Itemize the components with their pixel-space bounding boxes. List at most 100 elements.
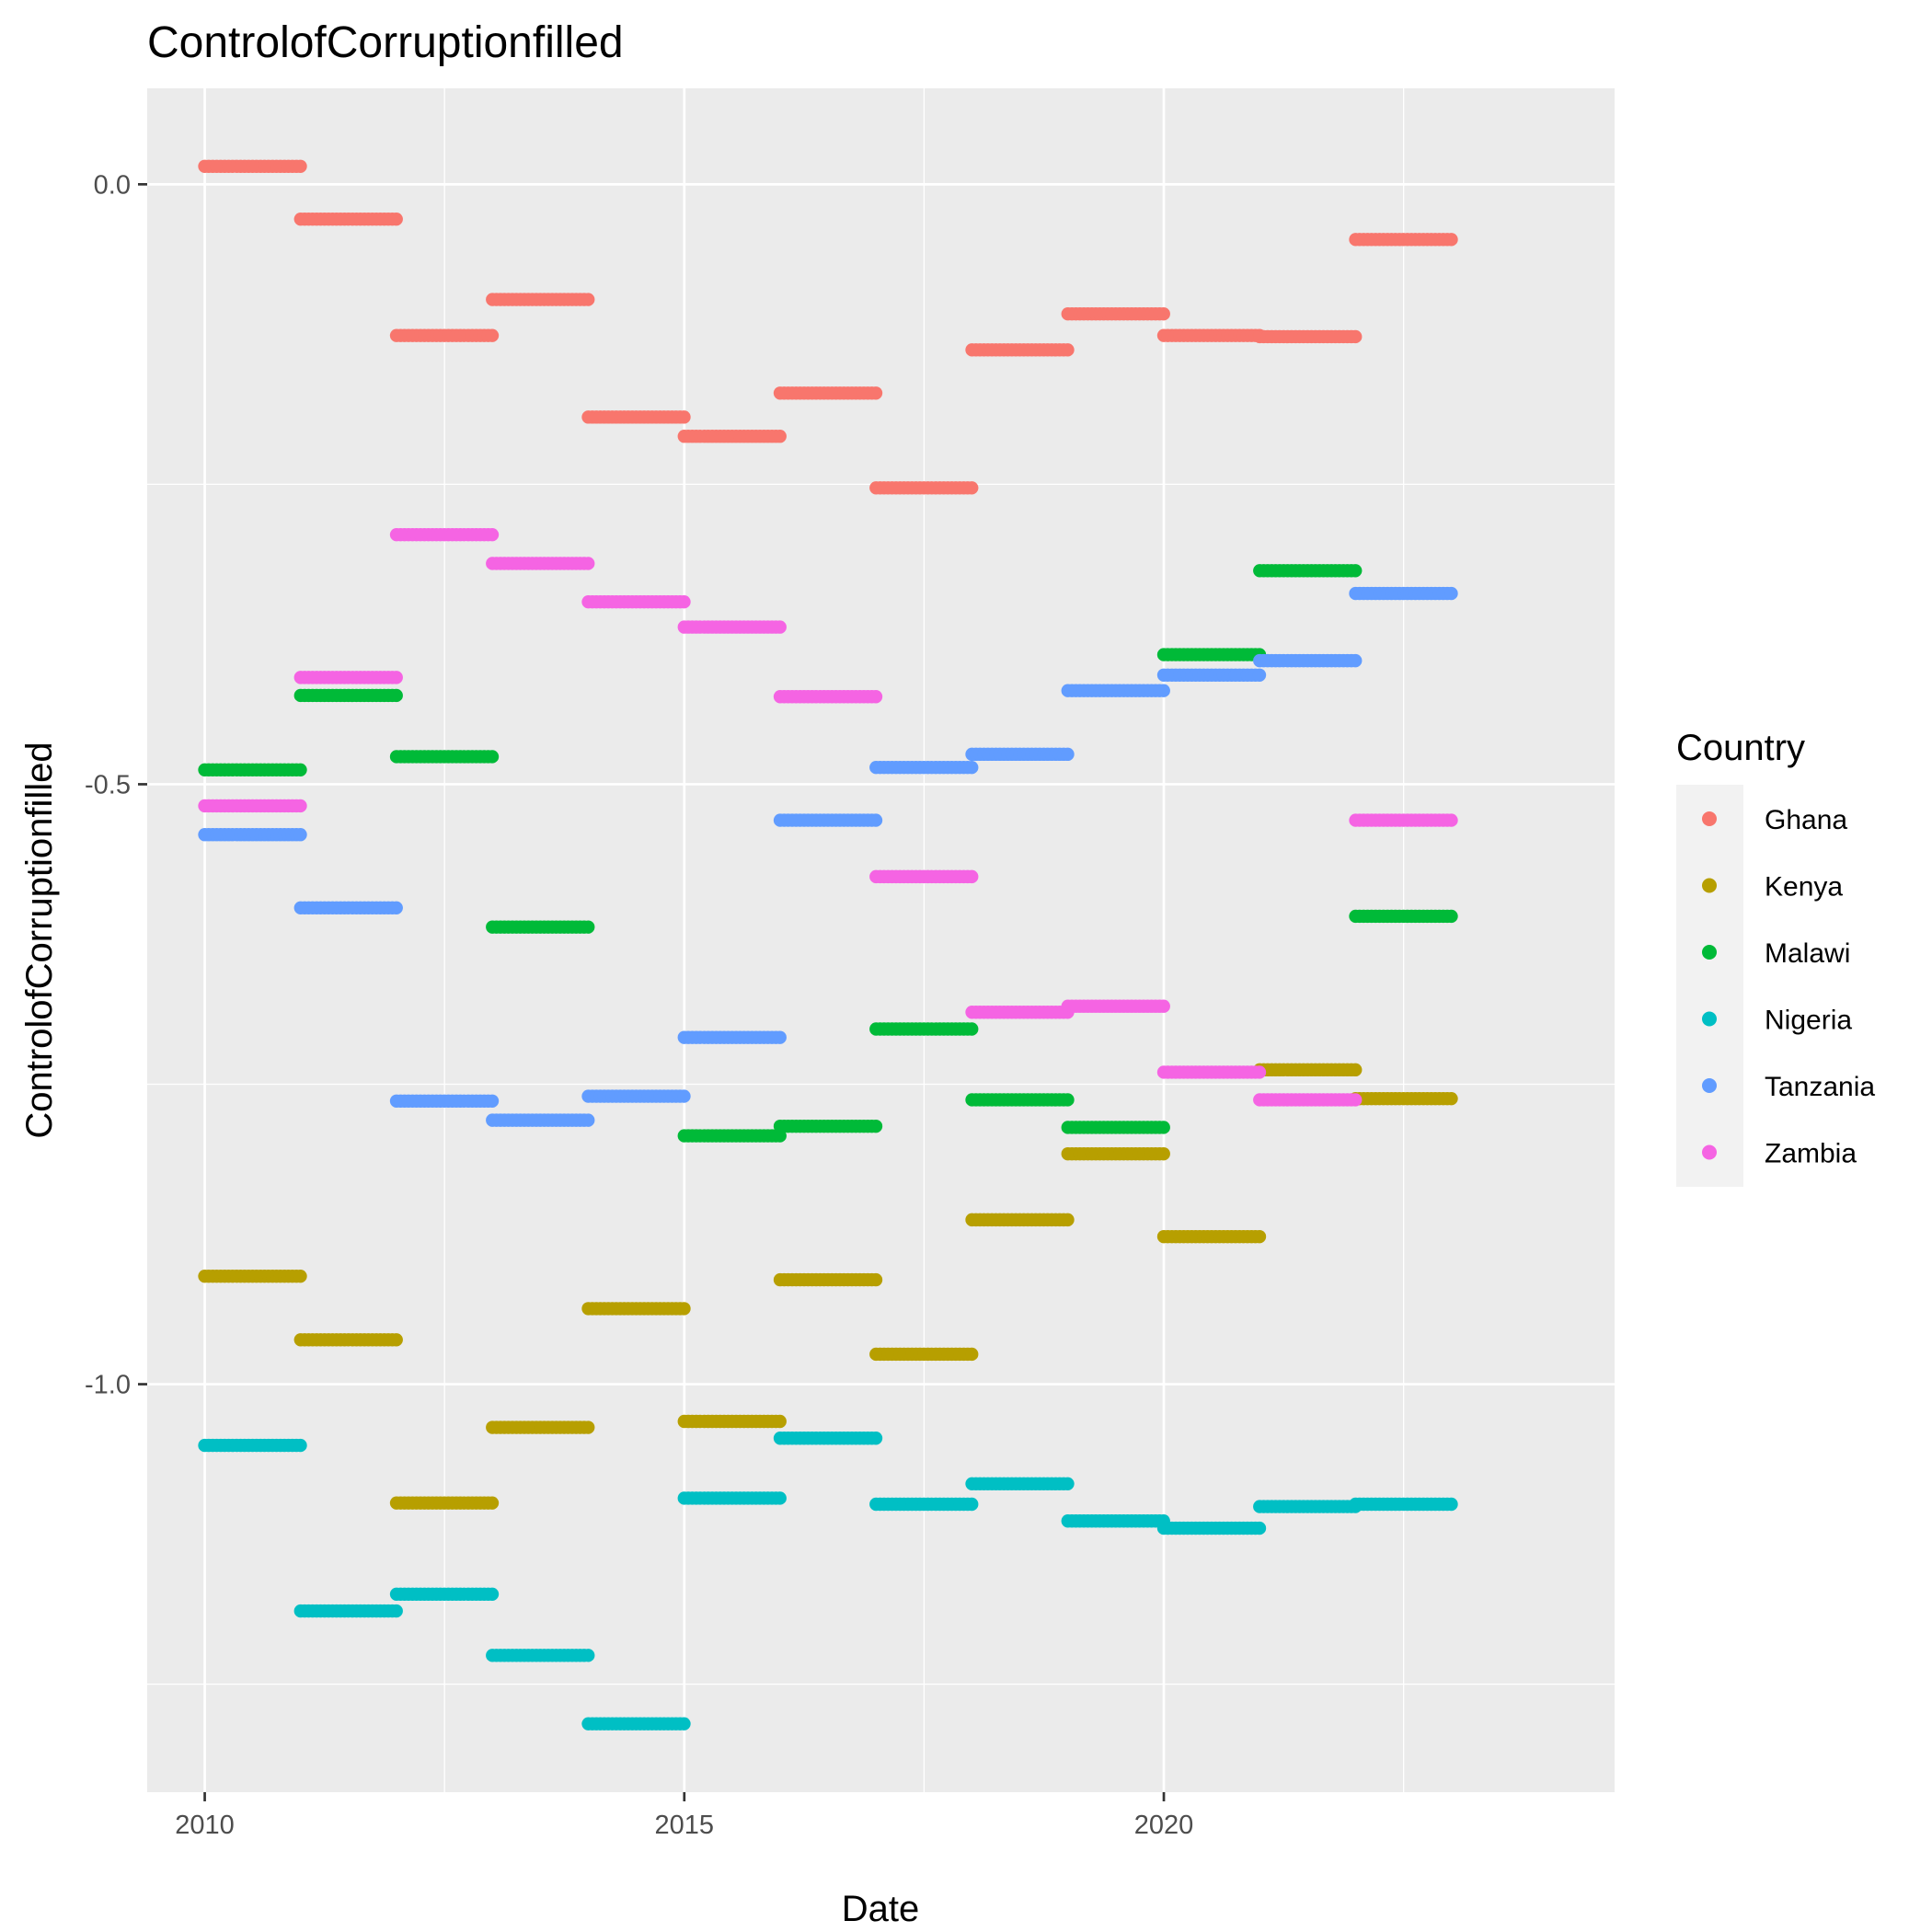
legend-key-zambia [1702,1144,1717,1160]
point-run-malawi-2022 [1349,909,1458,924]
point-run-kenya-2020 [1156,1229,1267,1244]
point-run-nigeria-2015 [677,1491,787,1505]
point-run-malawi-2011 [293,688,403,703]
legend-key-tanzania [1702,1078,1717,1093]
data-point [389,901,403,914]
point-run-kenya-2016 [773,1272,883,1287]
legend-key-malawi [1702,945,1717,960]
point-run-zambia-2020 [1156,1065,1267,1079]
data-points [198,159,1458,1731]
data-point [389,212,403,226]
point-run-ghana-2022 [1349,233,1458,247]
data-point [1444,1497,1458,1512]
data-point [1349,653,1363,668]
data-point [581,557,595,570]
data-point [1156,1146,1170,1161]
data-point [965,869,979,884]
legend-label-tanzania: Tanzania [1765,1072,1875,1102]
data-point [485,1094,500,1108]
data-point [773,620,787,634]
data-point [1061,1093,1075,1107]
data-point [868,690,883,704]
point-run-tanzania-2011 [293,901,403,914]
point-run-zambia-2015 [677,620,787,634]
data-point [389,671,403,684]
data-point [965,1497,979,1512]
data-point [868,1119,883,1133]
y-axis: 0.0 -0.5 -1.0 [85,170,147,1400]
legend-keys-background [1676,785,1743,1187]
point-run-malawi-2010 [198,763,307,776]
data-point [1444,1091,1458,1106]
legend-key-nigeria [1702,1011,1717,1027]
point-run-nigeria-2014 [581,1717,691,1731]
x-axis: 2010 2015 2020 [175,1792,1193,1840]
point-run-malawi-2013 [486,920,595,934]
point-run-malawi-2015 [677,1129,787,1143]
data-point [965,760,979,775]
data-point [581,1113,595,1127]
data-point [1252,1229,1267,1244]
data-point [293,1438,307,1453]
data-point [1349,1063,1363,1077]
data-point [389,688,403,703]
point-run-kenya-2010 [198,1269,307,1283]
point-run-tanzania-2018 [965,747,1075,762]
data-point [1156,1121,1170,1134]
point-run-nigeria-2017 [869,1497,979,1512]
point-run-nigeria-2010 [198,1438,307,1453]
point-run-malawi-2021 [1253,564,1363,578]
point-run-tanzania-2010 [198,828,307,842]
point-run-malawi-2012 [389,750,500,764]
data-point [389,1604,403,1618]
data-point [677,410,691,424]
point-run-zambia-2017 [869,869,979,884]
data-point [485,328,500,342]
plot-panel [147,88,1615,1792]
legend-title: Country [1676,728,1805,768]
data-point [965,1022,979,1036]
data-point [581,1649,595,1662]
point-run-tanzania-2017 [869,760,979,775]
data-point [773,430,787,443]
point-run-ghana-2011 [293,212,403,226]
point-run-malawi-2018 [965,1093,1075,1107]
data-point [293,799,307,813]
data-point [773,1414,787,1429]
legend: Country Ghana Kenya Malawi Nigeria Tanzania Z… [1676,728,1875,1187]
data-point [965,1347,979,1362]
data-point [868,1272,883,1287]
point-run-nigeria-2012 [389,1587,500,1602]
point-run-nigeria-2018 [965,1477,1075,1491]
data-point [293,1269,307,1283]
data-point [965,481,979,495]
data-point [1444,813,1458,827]
data-point [773,1030,787,1044]
legend-label-ghana: Ghana [1765,805,1847,835]
point-run-zambia-2014 [581,595,691,609]
data-point [1444,586,1458,601]
data-point [1156,999,1170,1013]
legend-label-malawi: Malawi [1765,938,1850,969]
point-run-tanzania-2012 [389,1094,500,1108]
data-point [1252,1521,1267,1535]
data-point [1349,1093,1363,1107]
x-tick-label: 2015 [655,1811,715,1840]
x-tick-label: 2020 [1134,1811,1194,1840]
point-run-tanzania-2022 [1349,586,1458,601]
point-run-tanzania-2014 [581,1089,691,1103]
data-point [1061,747,1075,762]
legend-label-nigeria: Nigeria [1765,1006,1852,1036]
x-axis-title: Date [842,1889,920,1929]
point-run-zambia-2021 [1253,1093,1363,1107]
point-run-zambia-2010 [198,799,307,813]
point-run-kenya-2012 [389,1496,500,1510]
point-run-ghana-2014 [581,410,691,424]
point-run-nigeria-2016 [773,1432,883,1445]
point-run-malawi-2019 [1061,1121,1170,1134]
point-run-nigeria-2019 [1061,1514,1170,1528]
data-point [868,1432,883,1445]
data-point [389,1333,403,1347]
point-run-tanzania-2015 [677,1030,787,1044]
